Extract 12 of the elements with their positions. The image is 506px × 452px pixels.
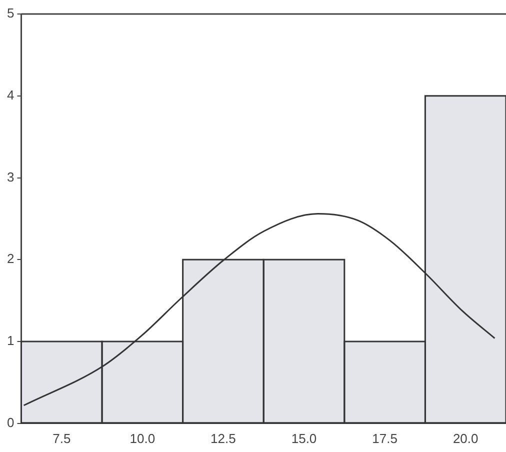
x-tick-label: 12.5 bbox=[210, 430, 236, 446]
y-tick-label: 1 bbox=[6, 333, 14, 348]
y-tick-label: 4 bbox=[6, 87, 14, 102]
x-tick-label: 7.5 bbox=[52, 430, 71, 446]
y-tick-label: 0 bbox=[6, 414, 14, 430]
x-tick-label: 17.5 bbox=[372, 430, 398, 446]
x-tick-label: 15.0 bbox=[291, 430, 317, 446]
x-tick-label: 20.0 bbox=[452, 430, 478, 446]
y-tick-label: 2 bbox=[6, 251, 14, 266]
y-tick-label: 5 bbox=[6, 6, 14, 21]
x-tick-label: 10.0 bbox=[130, 430, 156, 446]
y-tick-label: 3 bbox=[6, 169, 14, 184]
